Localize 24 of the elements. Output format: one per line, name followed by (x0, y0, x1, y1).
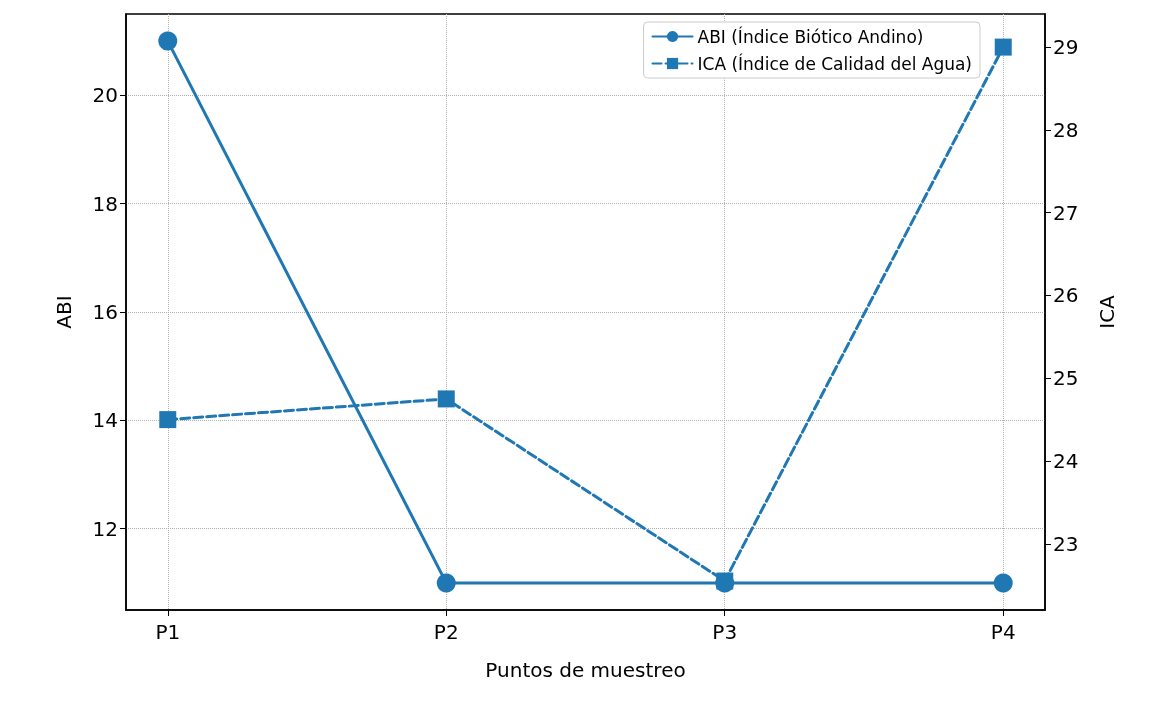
x-tick-label: P1 (155, 620, 181, 644)
y2-tick-label: 26 (1053, 283, 1079, 308)
point (437, 390, 455, 408)
y2-tick-label: 25 (1053, 366, 1079, 391)
y2-tick-label: 24 (1053, 449, 1079, 473)
y-tick-label: 18 (92, 191, 118, 216)
y-tick-label: 20 (92, 83, 118, 108)
y2-tick-label: 29 (1053, 35, 1079, 60)
x-tick-label: P3 (712, 620, 738, 644)
y2-tick-label: 23 (1053, 531, 1079, 556)
x-tick-label: P2 (433, 620, 459, 644)
point (994, 38, 1012, 56)
x-axis-title: Puntos de muestreo (485, 658, 686, 682)
x-tick-label: P4 (990, 620, 1016, 644)
legend-label: ABI (Índice Biótico Andino) (697, 25, 924, 47)
y-tick-label: 16 (92, 300, 118, 324)
point (159, 411, 177, 429)
y-tick-label: 14 (92, 408, 118, 433)
legend-label: ICA (Índice de Calidad del Agua) (697, 52, 973, 74)
y-tick-label: 12 (92, 516, 118, 541)
y-axis-title: ABI (52, 295, 76, 329)
y2-tick-label: 27 (1053, 200, 1079, 225)
y2-tick-label: 28 (1053, 117, 1079, 142)
y2-axis-title: ICA (1095, 294, 1119, 329)
